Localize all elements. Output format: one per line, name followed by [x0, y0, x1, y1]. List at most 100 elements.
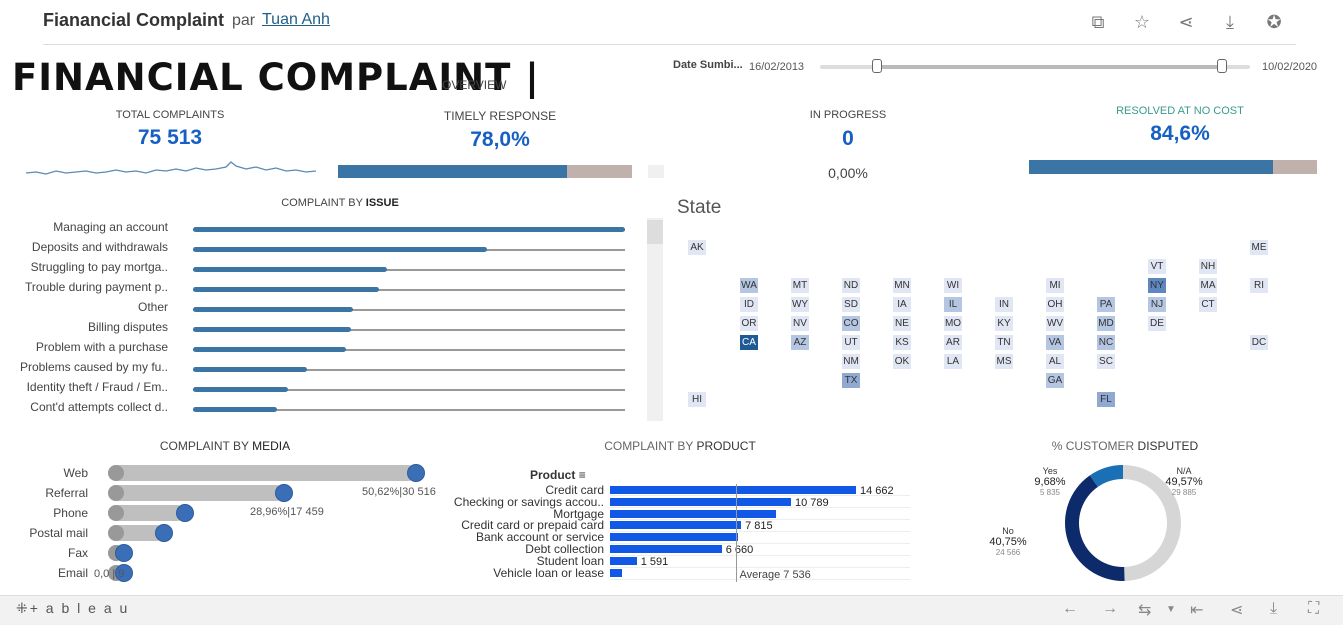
state-tile-vt[interactable]: VT [1148, 259, 1166, 274]
product-bar[interactable] [610, 545, 722, 553]
state-tile-nh[interactable]: NH [1199, 259, 1217, 274]
date-slider-start-handle[interactable] [872, 59, 882, 73]
issue-bar[interactable] [193, 327, 351, 332]
product-bar[interactable] [610, 497, 792, 506]
state-tile-ar[interactable]: AR [944, 335, 962, 350]
state-tile-tn[interactable]: TN [995, 335, 1013, 350]
state-tile-la[interactable]: LA [944, 354, 962, 369]
issue-chart-scrollbar[interactable] [647, 218, 663, 421]
state-tile-id[interactable]: ID [740, 297, 758, 312]
product-bar[interactable] [610, 486, 856, 494]
state-tile-pa[interactable]: PA [1097, 297, 1115, 312]
product-header[interactable]: Product ≡ [530, 468, 586, 482]
state-tile-ma[interactable]: MA [1199, 278, 1217, 293]
state-tile-ks[interactable]: KS [893, 335, 911, 350]
star-icon[interactable]: ☆ [1133, 12, 1151, 32]
media-bar-dot[interactable] [275, 484, 294, 502]
state-tile-ct[interactable]: CT [1199, 297, 1217, 312]
media-bar-dot[interactable] [154, 524, 173, 542]
state-tile-ca[interactable]: CA [740, 335, 758, 350]
state-tile-sd[interactable]: SD [842, 297, 860, 312]
state-tile-de[interactable]: DE [1148, 316, 1166, 331]
state-tile-ak[interactable]: AK [688, 240, 706, 255]
issue-bar[interactable] [193, 227, 625, 232]
state-tile-hi[interactable]: HI [688, 392, 706, 407]
state-tile-ms[interactable]: MS [995, 354, 1013, 369]
issue-chart-scroll-thumb[interactable] [647, 220, 663, 244]
state-tile-nc[interactable]: NC [1097, 335, 1115, 350]
revert-icon[interactable]: ⇆ [1138, 602, 1152, 619]
date-slider-range[interactable] [877, 65, 1222, 69]
state-tile-oh[interactable]: OH [1046, 297, 1064, 312]
state-tile-ri[interactable]: RI [1250, 278, 1268, 293]
issue-bar[interactable] [193, 267, 388, 272]
media-bar-dot[interactable] [175, 504, 194, 522]
product-bar[interactable] [610, 556, 637, 565]
state-tile-wy[interactable]: WY [791, 297, 809, 312]
product-bar[interactable] [610, 509, 777, 518]
state-tile-me[interactable]: ME [1250, 240, 1268, 255]
state-tile-va[interactable]: VA [1046, 335, 1064, 350]
media-bar-dot[interactable] [407, 464, 425, 482]
state-tile-in[interactable]: IN [995, 297, 1013, 312]
download-footer-icon[interactable]: ⤓ [1270, 600, 1278, 617]
state-tile-al[interactable]: AL [1046, 354, 1064, 369]
state-tile-ut[interactable]: UT [842, 335, 860, 350]
undo-icon[interactable]: ← [1062, 600, 1078, 617]
state-tile-wa[interactable]: WA [740, 278, 758, 293]
state-tile-ne[interactable]: NE [893, 316, 911, 331]
state-tile-wi[interactable]: WI [944, 278, 962, 293]
state-tile-ky[interactable]: KY [995, 316, 1013, 331]
state-tile-tx[interactable]: TX [842, 373, 860, 388]
issue-bar[interactable] [193, 247, 487, 252]
state-tile-ok[interactable]: OK [893, 354, 911, 369]
badge-icon[interactable]: ✪ [1266, 12, 1282, 32]
donut-slice-no[interactable] [1065, 475, 1125, 581]
sort-icon[interactable]: ≡ [578, 468, 586, 482]
state-tile-wv[interactable]: WV [1046, 316, 1064, 331]
issue-bar[interactable] [193, 367, 308, 372]
state-tile-mn[interactable]: MN [893, 278, 911, 293]
product-bar[interactable] [610, 521, 742, 530]
state-tile-md[interactable]: MD [1097, 316, 1115, 331]
state-tile-co[interactable]: CO [842, 316, 860, 331]
media-bar-dot[interactable] [115, 564, 133, 582]
product-bar[interactable] [610, 533, 738, 542]
donut-slice-na[interactable] [1123, 465, 1182, 581]
issue-bar[interactable] [193, 287, 379, 292]
share-footer-icon[interactable]: ⋖ [1230, 602, 1244, 619]
media-bar-dot[interactable] [115, 544, 133, 562]
state-tile-ga[interactable]: GA [1046, 373, 1064, 388]
copy-icon[interactable]: ⧉ [1091, 12, 1105, 32]
issue-bar[interactable] [193, 387, 289, 392]
date-slider-end-handle[interactable] [1217, 59, 1227, 73]
donut-slice-yes[interactable] [1089, 465, 1123, 487]
state-tile-az[interactable]: AZ [791, 335, 809, 350]
state-tile-nm[interactable]: NM [842, 354, 860, 369]
state-tile-nv[interactable]: NV [791, 316, 809, 331]
state-tile-mi[interactable]: MI [1046, 278, 1064, 293]
state-tile-il[interactable]: IL [944, 297, 962, 312]
fullscreen-icon[interactable]: ⛶ [1308, 600, 1320, 617]
state-tile-mo[interactable]: MO [944, 316, 962, 331]
share-icon[interactable]: ⋖ [1178, 12, 1194, 32]
media-bar[interactable] [108, 505, 185, 521]
media-bar[interactable] [108, 485, 285, 501]
download-icon[interactable]: ⤓ [1226, 12, 1234, 32]
state-tile-ny[interactable]: NY [1148, 278, 1166, 293]
product-bar[interactable] [610, 568, 622, 577]
state-tile-dc[interactable]: DC [1250, 335, 1268, 350]
state-tile-ia[interactable]: IA [893, 297, 911, 312]
author-link[interactable]: Tuan Anh [262, 11, 330, 28]
media-bar[interactable] [108, 465, 416, 481]
state-tile-mt[interactable]: MT [791, 278, 809, 293]
tableau-logo[interactable]: ⁜+ a b l e a u [16, 600, 129, 617]
state-tile-sc[interactable]: SC [1097, 354, 1115, 369]
state-tile-nj[interactable]: NJ [1148, 297, 1166, 312]
redo-icon[interactable]: → [1102, 600, 1118, 617]
issue-bar[interactable] [193, 407, 278, 412]
revert-dropdown-icon[interactable]: ▼ [1166, 604, 1176, 615]
issue-bar[interactable] [193, 307, 353, 312]
state-tile-fl[interactable]: FL [1097, 392, 1115, 407]
state-tile-or[interactable]: OR [740, 316, 758, 331]
